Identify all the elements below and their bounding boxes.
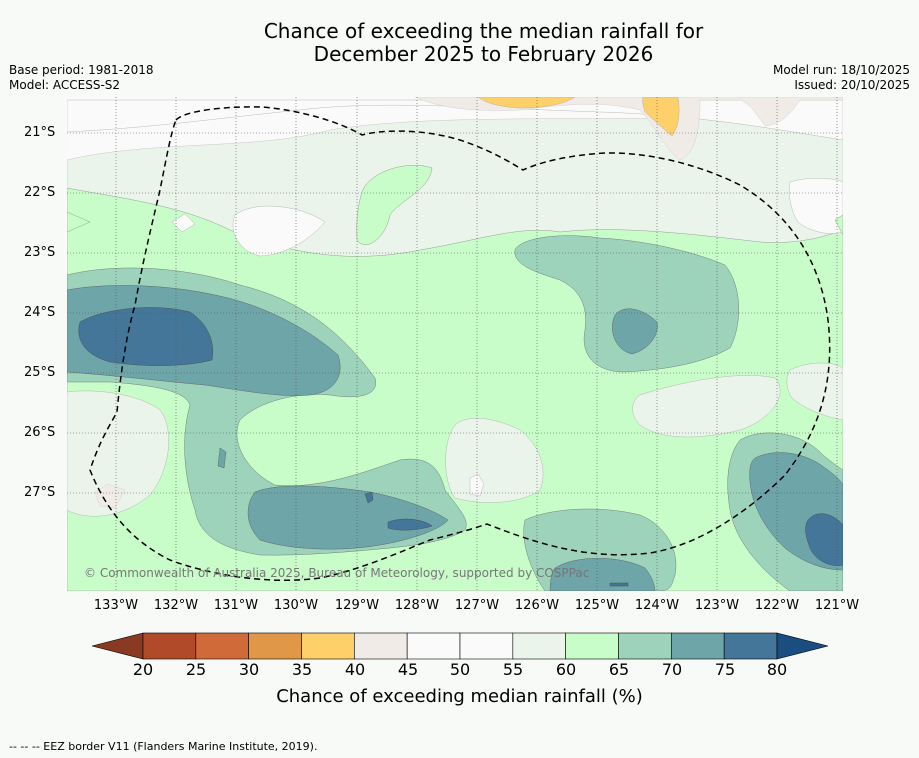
colorbar-tick: 30: [238, 660, 260, 679]
colorbar-under-arrow: [91, 632, 144, 660]
contour-45-50: [414, 97, 843, 161]
contour-70-75: [549, 558, 656, 591]
lat-label: 23°S: [24, 245, 56, 260]
colorbar-bin: [459, 632, 514, 660]
contour-75-80: [387, 518, 433, 531]
colorbar-bin: [248, 632, 302, 660]
contour-75-80: [78, 307, 213, 366]
colorbar-bin: [142, 632, 197, 660]
colorbar-tick: 55: [502, 660, 524, 679]
lon-label: 124°W: [634, 598, 680, 613]
colorbar-bin: [512, 632, 566, 660]
lat-label: 22°S: [24, 185, 56, 200]
contour-60-65: [67, 211, 91, 233]
contour-70-75: [612, 308, 658, 355]
contour-65-70: [514, 235, 739, 373]
colorbar-bin: [301, 632, 355, 660]
contour-55-60-inner: [786, 362, 843, 421]
lon-label: 121°W: [814, 598, 860, 613]
contour-35-40: [642, 97, 680, 137]
contour-50-55: [171, 213, 196, 233]
lat-label: 24°S: [24, 305, 56, 320]
lon-label: 123°W: [694, 598, 740, 613]
contour-35-40: [477, 97, 576, 109]
colorbar-tick: 50: [449, 660, 471, 679]
colorbar-tick: 20: [132, 660, 154, 679]
colorbar-bin: [723, 632, 778, 660]
contour-55-60-inner: [632, 375, 781, 438]
lon-label: 132°W: [153, 598, 199, 613]
rainfall-map: © Commonwealth of Australia 2025, Bureau…: [67, 97, 843, 591]
lon-label: 126°W: [514, 598, 560, 613]
colorbar-bin: [195, 632, 249, 660]
lon-label: 130°W: [273, 598, 319, 613]
lon-label: 128°W: [394, 598, 440, 613]
colorbar-tick: 40: [344, 660, 366, 679]
colorbar-tick: 75: [714, 660, 736, 679]
lat-label: 27°S: [24, 485, 56, 500]
base-period: Base period: 1981-2018: [9, 63, 154, 77]
lat-label: 21°S: [24, 125, 56, 140]
colorbar-tick: 70: [661, 660, 683, 679]
lat-label: 26°S: [24, 425, 56, 440]
lon-label: 122°W: [754, 598, 800, 613]
contour-45-50: [94, 483, 126, 509]
lon-label: 133°W: [93, 598, 139, 613]
colorbar-tick: 80: [766, 660, 788, 679]
colorbar-tick: 65: [608, 660, 630, 679]
contour-75-80: [364, 491, 374, 504]
contour-50-55: [789, 178, 843, 234]
lon-label: 125°W: [574, 598, 620, 613]
contour-75-80: [805, 513, 843, 566]
lon-label: 131°W: [213, 598, 259, 613]
map-title-line2: December 2025 to February 2026: [313, 42, 654, 66]
colorbar-tick: 35: [291, 660, 313, 679]
model-run: Model run: 18/10/2025: [772, 63, 910, 77]
lon-label: 129°W: [334, 598, 380, 613]
meta-right: Model run: 18/10/2025 Issued: 20/10/2025: [773, 63, 910, 93]
colorbar-bin: [406, 632, 461, 660]
colorbar-bin: [618, 632, 672, 660]
contour-55-60-inner: [67, 390, 169, 517]
lon-label: 127°W: [454, 598, 500, 613]
colorbar-tick: 45: [397, 660, 419, 679]
contour-60-65: [356, 165, 433, 245]
contour-75-80: [609, 582, 629, 587]
contour-50-55: [232, 205, 326, 257]
colorbar-bin: [354, 632, 408, 660]
copyright-text: © Commonwealth of Australia 2025, Bureau…: [84, 566, 589, 580]
meta-left: Base period: 1981-2018 Model: ACCESS-S2: [9, 63, 154, 93]
issued-date: Issued: 20/10/2025: [794, 78, 910, 92]
colorbar-tick: 60: [555, 660, 577, 679]
lat-label: 25°S: [24, 365, 56, 380]
map-title-line1: Chance of exceeding the median rainfall …: [263, 19, 704, 43]
colorbar-title: Chance of exceeding median rainfall (%): [276, 686, 643, 707]
contour-70-75: [247, 485, 449, 550]
colorbar-over-arrow: [776, 632, 829, 660]
colorbar: [91, 632, 829, 660]
graticule: [67, 97, 843, 591]
colorbar-bin: [565, 632, 619, 660]
eez-border: [89, 106, 831, 582]
colorbar-bin: [671, 632, 725, 660]
eez-legend: -- -- -- EEZ border V11 (Flanders Marine…: [9, 740, 318, 753]
colorbar-tick: 25: [185, 660, 207, 679]
model-name: Model: ACCESS-S2: [9, 78, 121, 92]
contour-70-75: [217, 447, 227, 469]
